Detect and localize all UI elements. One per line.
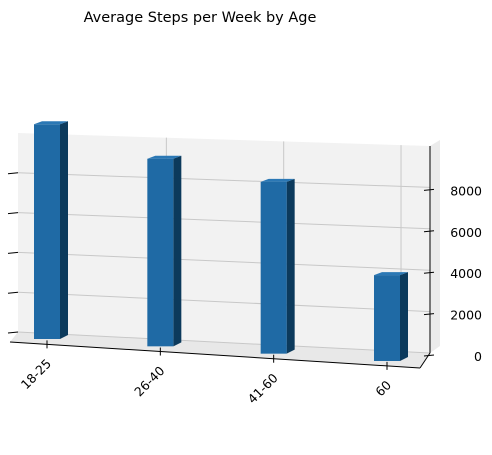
y-tick-mark xyxy=(423,313,435,316)
bar-side xyxy=(400,272,408,361)
side-wall xyxy=(430,140,440,353)
bar-face xyxy=(374,275,400,361)
grid-line-h-2 xyxy=(17,251,431,271)
y-tick-mark-left xyxy=(7,172,19,175)
bar-top xyxy=(374,272,408,276)
floor xyxy=(10,332,430,368)
x-tick-label: 26-40 xyxy=(131,363,167,399)
back-wall xyxy=(18,133,430,353)
bar-top xyxy=(34,121,68,125)
y-tick-label: 4000 xyxy=(450,266,482,281)
bar-side xyxy=(60,121,68,340)
y-tick-label: 0 xyxy=(474,349,482,364)
y-tick-mark-left xyxy=(7,331,19,334)
y-tick-label: 8000 xyxy=(450,183,482,198)
bar-41-60 xyxy=(260,178,295,354)
y-tick-mark xyxy=(423,271,435,274)
y-tick-label: 6000 xyxy=(450,225,482,240)
bar-face xyxy=(260,181,287,354)
y-tick-mark-left xyxy=(7,212,19,215)
y-tick-mark xyxy=(423,188,435,191)
y-tick-mark xyxy=(423,354,435,357)
grid-line-h-3 xyxy=(17,212,431,230)
bar-top xyxy=(147,155,182,159)
bar-face xyxy=(147,158,174,347)
bar-26-40 xyxy=(147,155,182,347)
bar-60 xyxy=(374,272,408,361)
grid-line-h-1 xyxy=(17,291,431,313)
x-tick-label: 60 xyxy=(372,377,394,399)
x-axis-line xyxy=(9,341,421,369)
grid-line-h-0 xyxy=(17,331,431,354)
bar-18-25 xyxy=(34,121,68,340)
bar-face xyxy=(34,124,60,340)
bars xyxy=(34,121,408,361)
bar-side xyxy=(173,155,182,347)
bar-side xyxy=(286,178,295,354)
x-tick-label: 18-25 xyxy=(18,356,54,392)
x-tick-label: 41-60 xyxy=(244,370,280,406)
y-axis-ticks: 0 2000 4000 6000 8000 xyxy=(7,172,482,364)
y-tick-mark xyxy=(423,230,435,233)
y-tick-label: 2000 xyxy=(450,308,482,323)
y-tick-mark-left xyxy=(7,251,19,254)
bar-top xyxy=(260,178,295,182)
y-tick-mark-left xyxy=(7,291,19,294)
grid-line-h-4 xyxy=(17,172,431,188)
chart-title: Average Steps per Week by Age xyxy=(84,10,317,26)
